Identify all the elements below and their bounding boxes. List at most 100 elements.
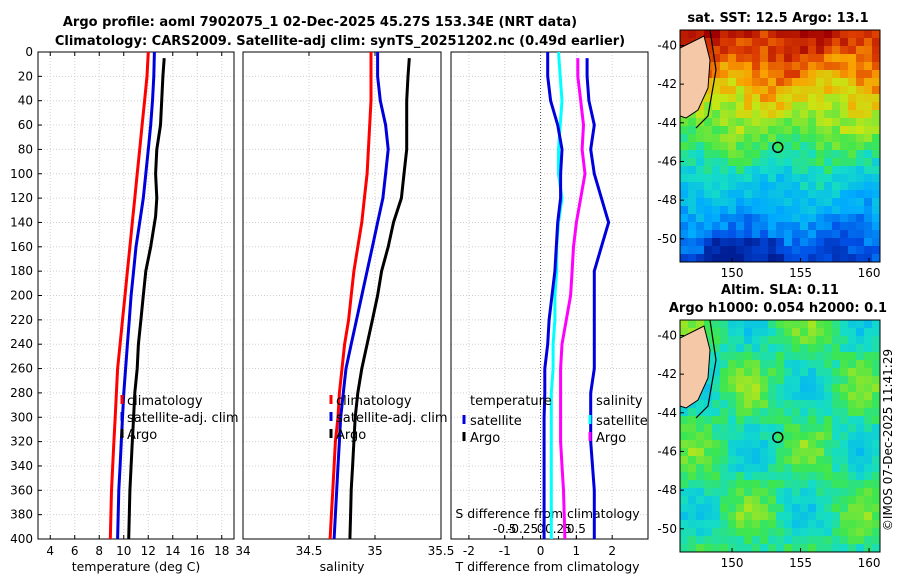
map-cell [704,206,713,215]
map-cell [760,166,769,175]
map-cell [872,238,880,247]
map-cell [680,432,689,441]
map-cell [712,408,721,417]
map-cell [832,46,841,55]
map-cell [832,222,841,231]
map-cell [680,472,689,481]
map-cell [824,512,833,521]
map-cell [832,62,841,71]
map-cell [808,368,817,377]
map-cell [832,78,841,87]
map-cell [840,504,849,513]
map-frame [679,29,881,263]
map-cell [776,448,785,457]
map-cell [840,344,849,353]
map-cell [744,222,753,231]
map-cell [864,360,873,369]
map-cell [816,504,825,513]
map-cell [720,416,729,425]
map-cell [680,206,689,215]
map-cell [688,158,697,167]
map-cell [744,328,753,337]
legend-label: climatology [336,394,412,409]
map-cell [720,78,729,87]
map-cell [808,528,817,537]
map-cell [760,520,769,529]
map-cell [760,472,769,481]
map-cell [768,456,777,465]
map-cell [856,182,865,191]
map-cell [752,480,761,489]
map-cell [776,134,785,143]
map-cell [768,238,777,247]
map-cell [768,86,777,95]
map-cell [848,222,857,231]
map-cell [680,214,689,223]
map-cell [864,496,873,505]
map-cell [832,376,841,385]
map-cell [848,432,857,441]
map-cell [816,142,825,151]
map-cell [744,520,753,529]
map-cell [792,504,801,513]
map-cell [840,222,849,231]
map-cell [768,536,777,545]
x-tick-label: 0 [537,544,545,558]
map-cell [864,126,873,135]
map-cell [816,46,825,55]
map-cell [728,174,737,183]
map-cell [752,536,761,545]
map-cell [696,230,705,239]
map-cell [704,488,713,497]
map-cell [736,520,745,529]
map-cell [808,336,817,345]
map-cell [800,456,809,465]
map-cell [856,480,865,489]
map-cell [816,118,825,127]
sla-map-title-line1: Altim. SLA: 0.11 [721,283,839,298]
map-cell [696,158,705,167]
map-cell [872,432,880,441]
map-cell [680,464,689,473]
map-cell [784,504,793,513]
map-cell [760,448,769,457]
map-cell [872,528,880,537]
map-cell [808,504,817,513]
map-cell [752,78,761,87]
map-cell [864,408,873,417]
temperature-panel: 4 6 8 10 12 14 16 18020406080100120140160180200… [10,45,239,574]
map-cell [776,246,785,255]
map-cell [728,206,737,215]
map-cell [856,528,865,537]
map-cell [848,182,857,191]
map-cell [744,344,753,353]
map-cell [760,400,769,409]
map-cell [768,376,777,385]
map-cell [680,528,689,537]
map-cell [768,230,777,239]
map-cell [744,488,753,497]
map-cell [824,320,833,329]
map-cell [808,102,817,111]
map-cell [840,230,849,239]
y-tick-label: 360 [10,483,33,497]
map-cell [776,328,785,337]
map-cell [688,504,697,513]
map-cell [744,38,753,47]
map-cell [736,222,745,231]
map-cell [696,448,705,457]
map-cell [696,118,705,127]
map-cell [872,544,880,552]
map-cell [840,368,849,377]
map-cell [800,38,809,47]
map-cell [712,46,721,55]
map-cell [792,464,801,473]
map-cell [840,94,849,103]
map-cell [784,440,793,449]
map-cell [744,54,753,63]
map-cell [728,448,737,457]
map-cell [696,150,705,159]
map-cell [800,110,809,119]
map-cell [760,440,769,449]
map-cell [792,488,801,497]
